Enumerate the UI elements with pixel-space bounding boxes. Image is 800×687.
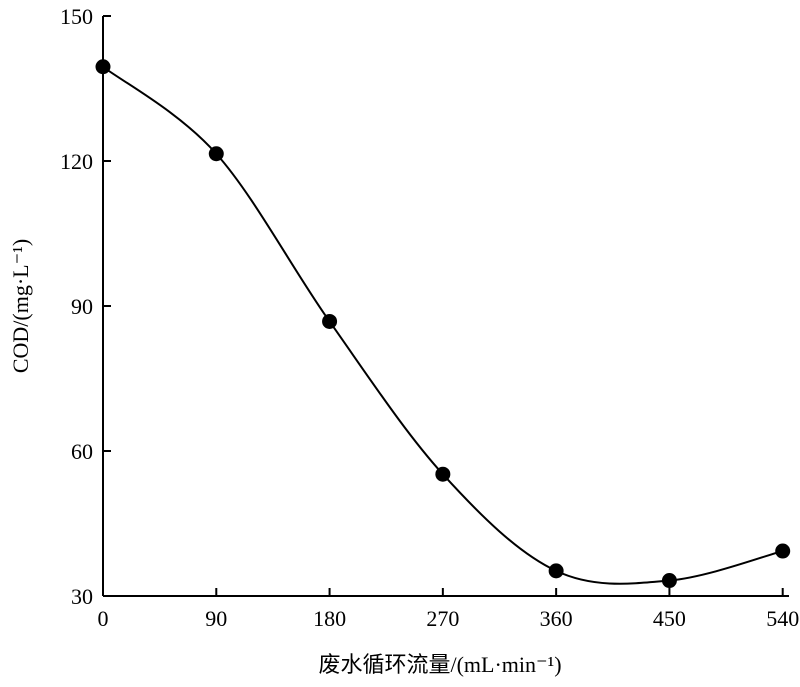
y-tick-label: 150: [60, 4, 93, 29]
x-tick-label: 180: [313, 606, 346, 631]
x-tick-label: 450: [653, 606, 686, 631]
point: [95, 59, 111, 75]
point: [322, 313, 338, 329]
x-tick-label: 0: [98, 606, 109, 631]
x-tick-label: 90: [205, 606, 227, 631]
y-tick-label: 120: [60, 149, 93, 174]
point: [661, 573, 677, 589]
point: [775, 543, 791, 559]
point: [548, 563, 564, 579]
line: [102, 65, 783, 585]
y-tick-label: 90: [71, 294, 93, 319]
x-tick-label: 540: [766, 606, 799, 631]
y-tick-label: 30: [71, 584, 93, 609]
point: [435, 466, 451, 482]
x-tick-label: 360: [540, 606, 573, 631]
y-axis-label: COD/(mg·L⁻¹): [8, 239, 33, 373]
y-tick-label: 60: [71, 439, 93, 464]
x-axis-label: 废水循环流量/(mL·min⁻¹): [318, 652, 561, 677]
x-tick-label: 270: [426, 606, 459, 631]
point: [208, 146, 224, 162]
